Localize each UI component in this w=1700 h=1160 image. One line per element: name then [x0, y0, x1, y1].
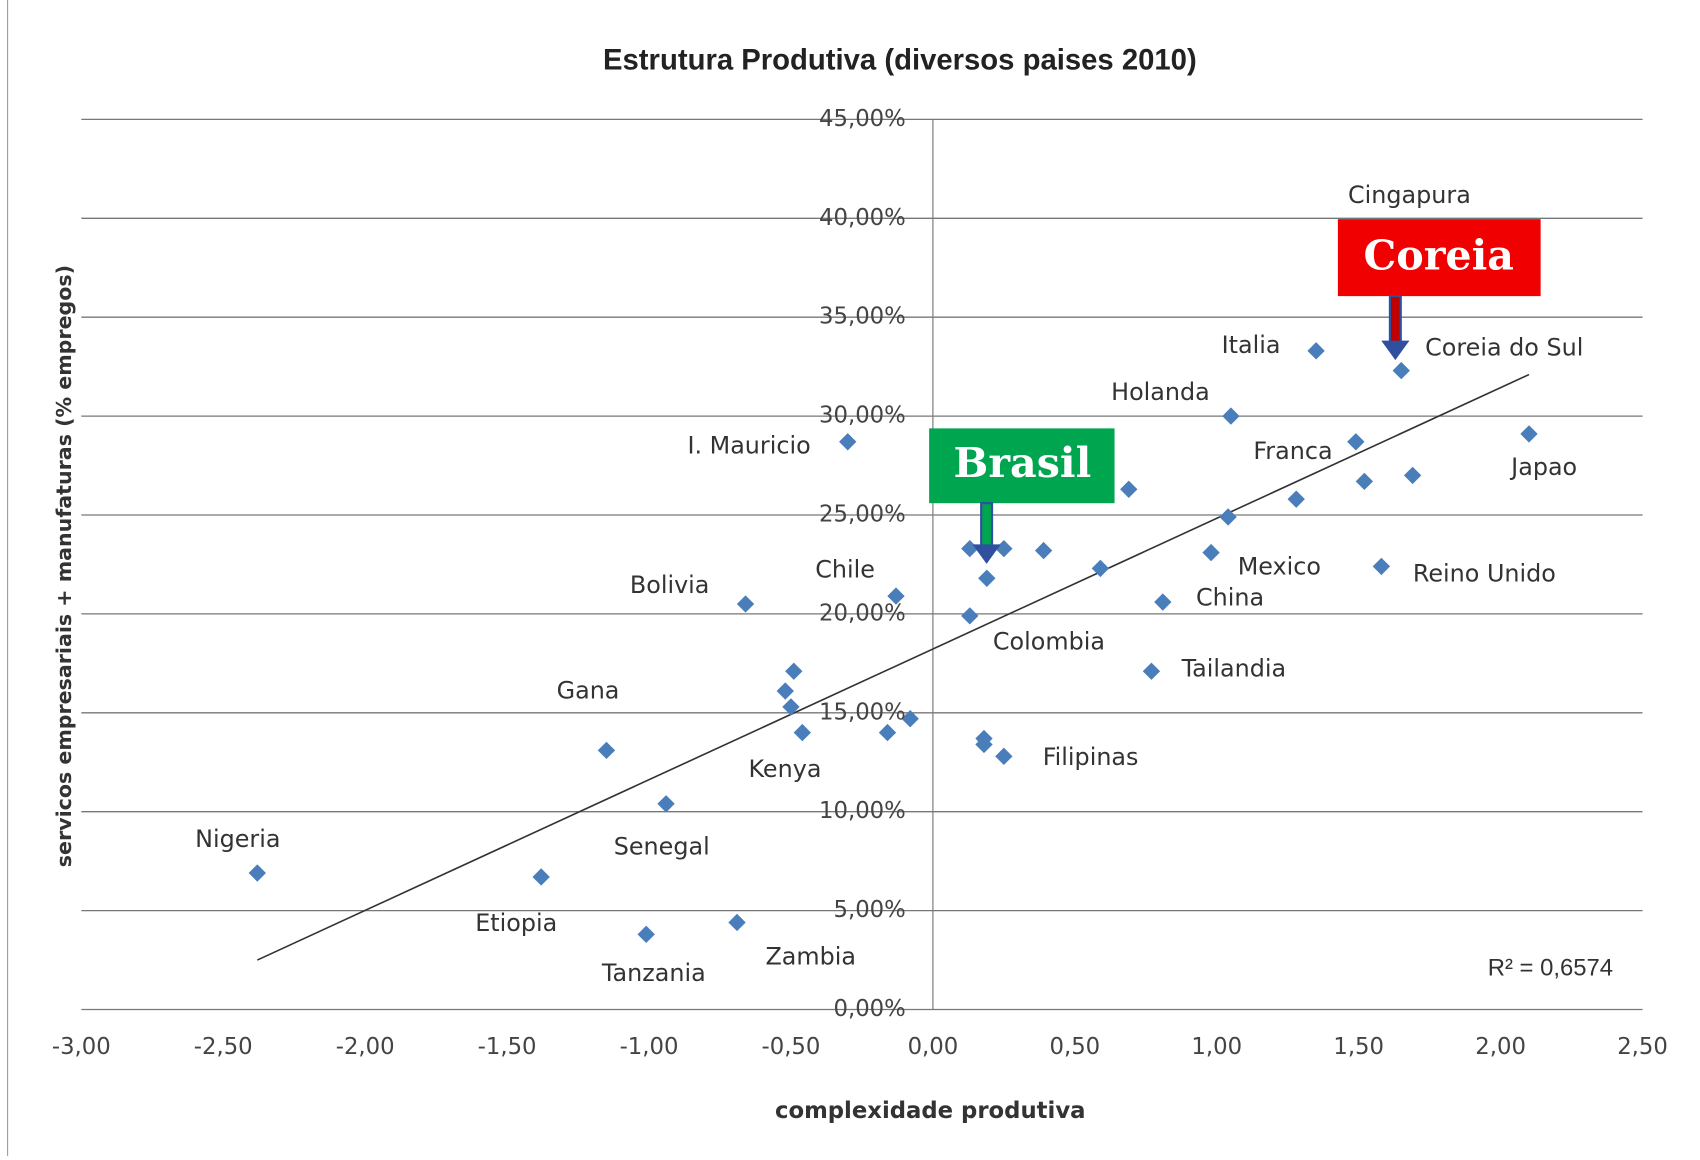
y-axis-label: servicos empresariais + manufaturas (% e…	[52, 265, 76, 867]
point-label: Kenya	[748, 755, 821, 783]
callout-arrowhead	[1381, 340, 1410, 361]
point-label: Tailandia	[1181, 655, 1287, 683]
point-label: Holanda	[1111, 378, 1210, 406]
data-point	[1222, 407, 1240, 425]
x-axis-label: complexidade produtiva	[775, 1098, 1086, 1124]
data-point	[1142, 662, 1161, 680]
data-point	[975, 735, 993, 754]
data-point	[1154, 593, 1172, 611]
y-tick-label: 20,00%	[819, 600, 906, 626]
y-tick-label: 25,00%	[819, 501, 906, 527]
callout-box	[929, 428, 1115, 504]
x-tick-label: 0,50	[1049, 1034, 1100, 1060]
point-label: Gana	[557, 676, 620, 704]
point-label: Colombia	[993, 627, 1105, 655]
point-label: Nigeria	[195, 825, 280, 853]
callout-box	[1337, 219, 1541, 297]
point-label: Mexico	[1238, 552, 1321, 580]
data-point	[995, 747, 1013, 765]
data-point	[1287, 490, 1305, 508]
x-tick-label: 2,50	[1617, 1034, 1668, 1060]
trendline	[256, 373, 1530, 961]
data-point	[901, 710, 919, 728]
r-squared: R² = 0,6574	[1488, 955, 1613, 982]
x-tick-label: 1,00	[1191, 1034, 1242, 1060]
x-tick-label: -2,00	[336, 1034, 395, 1060]
data-point	[1520, 425, 1538, 443]
point-label: Chile	[815, 556, 875, 584]
x-tick-label: 0,00	[908, 1034, 959, 1060]
point-label: Zambia	[765, 943, 856, 971]
data-point	[878, 723, 897, 742]
point-label: Senegal	[614, 833, 710, 861]
y-tick-label: 35,00%	[819, 304, 906, 330]
callout-text: Brasil	[954, 438, 1092, 487]
y-tick-label: 0,00%	[834, 996, 906, 1022]
point-label: Japao	[1509, 453, 1577, 481]
point-label: Reino Unido	[1413, 560, 1556, 588]
callout-arrow	[980, 502, 994, 548]
y-tick-label: 45,00%	[819, 106, 906, 132]
y-tick-label: 40,00%	[819, 205, 906, 231]
point-label: Bolivia	[630, 571, 710, 599]
y-tick-label: 5,00%	[834, 897, 906, 923]
data-point	[597, 741, 616, 760]
data-point	[1307, 342, 1325, 360]
x-tick-label: -1,50	[478, 1034, 537, 1060]
data-point	[1034, 541, 1053, 560]
data-point	[657, 795, 675, 813]
data-point	[793, 723, 811, 742]
data-point	[248, 864, 266, 882]
point-label: Franca	[1253, 437, 1332, 465]
data-point	[728, 913, 746, 932]
point-label: Etiopia	[475, 909, 557, 937]
data-point	[995, 539, 1013, 558]
data-point	[532, 868, 550, 886]
x-tick-label: 2,00	[1475, 1034, 1526, 1060]
data-point	[978, 569, 996, 587]
point-label: Filipinas	[1043, 743, 1139, 771]
data-point	[1392, 361, 1410, 380]
y-tick-label: 10,00%	[819, 798, 906, 824]
callout-text: Coreia	[1363, 231, 1514, 280]
data-point	[736, 595, 755, 613]
data-point	[782, 698, 800, 716]
data-point	[1403, 466, 1422, 485]
callout-arrow	[1388, 295, 1402, 345]
data-point	[1355, 472, 1374, 491]
data-point	[887, 587, 905, 605]
point-label: China	[1196, 583, 1264, 611]
chart-title: Estrutura Produtiva (diversos paises 201…	[603, 45, 1197, 77]
y-tick-label: 30,00%	[819, 403, 906, 429]
callout-arrowhead	[972, 544, 1001, 564]
x-tick-label: -1,00	[620, 1034, 679, 1060]
data-point	[961, 607, 979, 625]
point-label: I. Mauricio	[687, 432, 810, 460]
data-point	[785, 662, 803, 680]
point-label: Tanzania	[601, 959, 706, 987]
x-tick-label: -3,00	[52, 1034, 111, 1060]
data-point	[1120, 480, 1138, 498]
data-point	[1372, 557, 1391, 576]
x-tick-label: -2,50	[194, 1034, 253, 1060]
data-point	[637, 925, 655, 944]
data-point	[1347, 433, 1365, 451]
data-point	[839, 433, 857, 451]
data-point	[1202, 543, 1220, 562]
point-label: Italia	[1222, 331, 1281, 359]
point-label: Coreia do Sul	[1425, 333, 1583, 361]
data-point	[776, 682, 794, 700]
data-point	[961, 539, 979, 558]
x-tick-label: 1,50	[1333, 1034, 1384, 1060]
y-tick-label: 15,00%	[819, 699, 906, 725]
point-label: Cingapura	[1348, 181, 1471, 209]
x-tick-label: -0,50	[762, 1034, 821, 1060]
